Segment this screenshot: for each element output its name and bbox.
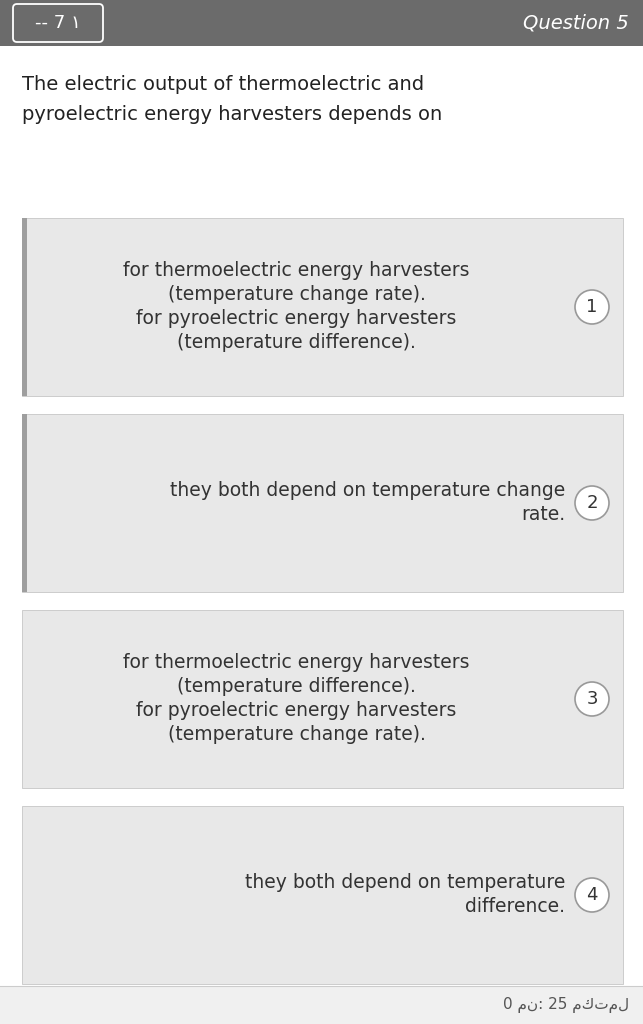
Text: rate.: rate. (521, 506, 565, 524)
Text: 3: 3 (586, 690, 598, 708)
FancyBboxPatch shape (22, 610, 623, 788)
Text: The electric output of thermoelectric and: The electric output of thermoelectric an… (22, 75, 424, 94)
Text: 1: 1 (586, 298, 598, 316)
Text: for pyroelectric energy harvesters: for pyroelectric energy harvesters (136, 701, 457, 721)
Text: (temperature difference).: (temperature difference). (177, 678, 416, 696)
FancyBboxPatch shape (22, 806, 623, 984)
FancyBboxPatch shape (22, 414, 27, 592)
Text: difference.: difference. (465, 897, 565, 916)
Circle shape (575, 486, 609, 520)
Text: (temperature change rate).: (temperature change rate). (168, 725, 426, 744)
Text: (temperature difference).: (temperature difference). (177, 334, 416, 352)
Text: 0 من: 25 مكتمل: 0 من: 25 مكتمل (503, 997, 629, 1013)
Text: they both depend on temperature: they both depend on temperature (244, 873, 565, 893)
Text: 4: 4 (586, 886, 598, 904)
Circle shape (575, 290, 609, 324)
Text: (temperature change rate).: (temperature change rate). (168, 286, 426, 304)
FancyBboxPatch shape (22, 414, 623, 592)
Circle shape (575, 682, 609, 716)
FancyBboxPatch shape (0, 0, 643, 46)
Text: pyroelectric energy harvesters depends on: pyroelectric energy harvesters depends o… (22, 105, 442, 124)
Text: 2: 2 (586, 494, 598, 512)
Text: -- 7 ١: -- 7 ١ (35, 14, 81, 32)
Text: they both depend on temperature change: they both depend on temperature change (170, 481, 565, 501)
FancyBboxPatch shape (0, 986, 643, 1024)
Circle shape (575, 878, 609, 912)
FancyBboxPatch shape (22, 218, 27, 396)
Text: Question 5: Question 5 (523, 13, 629, 33)
Text: for thermoelectric energy harvesters: for thermoelectric energy harvesters (123, 653, 470, 673)
FancyBboxPatch shape (0, 46, 643, 1024)
FancyBboxPatch shape (22, 218, 623, 396)
Text: for pyroelectric energy harvesters: for pyroelectric energy harvesters (136, 309, 457, 329)
Text: for thermoelectric energy harvesters: for thermoelectric energy harvesters (123, 261, 470, 281)
